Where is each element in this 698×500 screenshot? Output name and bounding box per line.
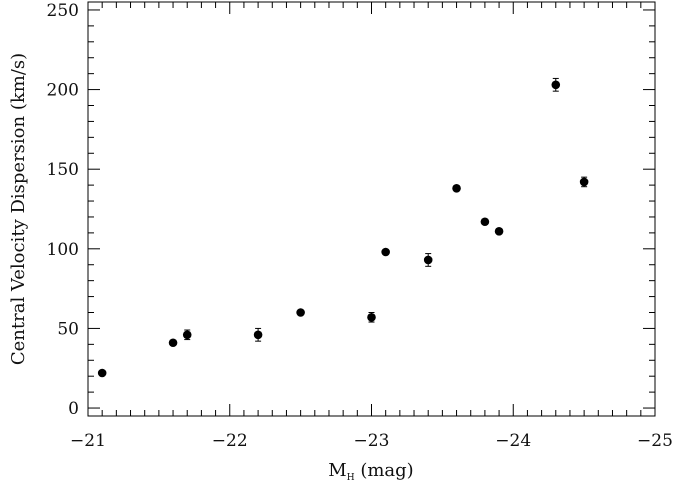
- data-point: [97, 368, 107, 378]
- x-tick-label: −22: [212, 431, 248, 451]
- point-marker: [296, 308, 305, 317]
- plot-frame: [87, 1, 656, 417]
- y-tick-label: 200: [47, 81, 79, 101]
- data-point: [452, 184, 461, 193]
- point-marker: [494, 226, 504, 236]
- data-point: [494, 226, 504, 236]
- point-marker: [168, 338, 178, 348]
- data-point: [168, 338, 178, 348]
- axis-ticks: [87, 2, 656, 416]
- y-tick-label: 150: [47, 160, 79, 180]
- point-marker: [423, 255, 433, 265]
- y-axis-title: Central Velocity Dispersion (km/s): [8, 53, 29, 365]
- x-axis-title-main: M: [328, 460, 346, 481]
- y-tick-label: 250: [47, 1, 79, 21]
- y-tick-label: 0: [68, 399, 79, 419]
- point-marker: [381, 247, 390, 257]
- data-point: [480, 217, 490, 227]
- data-point: [296, 308, 305, 317]
- point-marker: [551, 80, 561, 90]
- point-marker: [452, 184, 461, 193]
- x-tick-label: −23: [354, 431, 390, 451]
- point-marker: [480, 217, 490, 227]
- x-axis-title-subscript: H: [347, 473, 355, 483]
- y-tick-label: 100: [47, 240, 79, 260]
- point-marker: [253, 330, 263, 340]
- x-tick-label: −21: [70, 431, 106, 451]
- point-marker: [97, 368, 107, 378]
- data-point: [551, 77, 561, 92]
- axis-tick-labels: −21 −22 −23 −24 −25 0 50 100 150 200 250: [47, 1, 673, 451]
- x-axis-title: MH (mag): [328, 460, 413, 483]
- point-marker: [367, 312, 376, 322]
- data-point: [367, 312, 376, 323]
- data-point: [423, 253, 433, 267]
- point-marker: [182, 330, 192, 340]
- data-points: [97, 77, 589, 378]
- data-point: [381, 247, 390, 257]
- y-tick-label: 50: [57, 319, 79, 339]
- data-point: [579, 176, 589, 188]
- x-tick-label: −25: [637, 431, 673, 451]
- x-tick-label: −24: [495, 431, 531, 451]
- point-marker: [579, 177, 589, 187]
- data-point: [253, 327, 263, 342]
- x-axis-title-rest: (mag): [355, 460, 414, 481]
- data-point: [182, 329, 192, 341]
